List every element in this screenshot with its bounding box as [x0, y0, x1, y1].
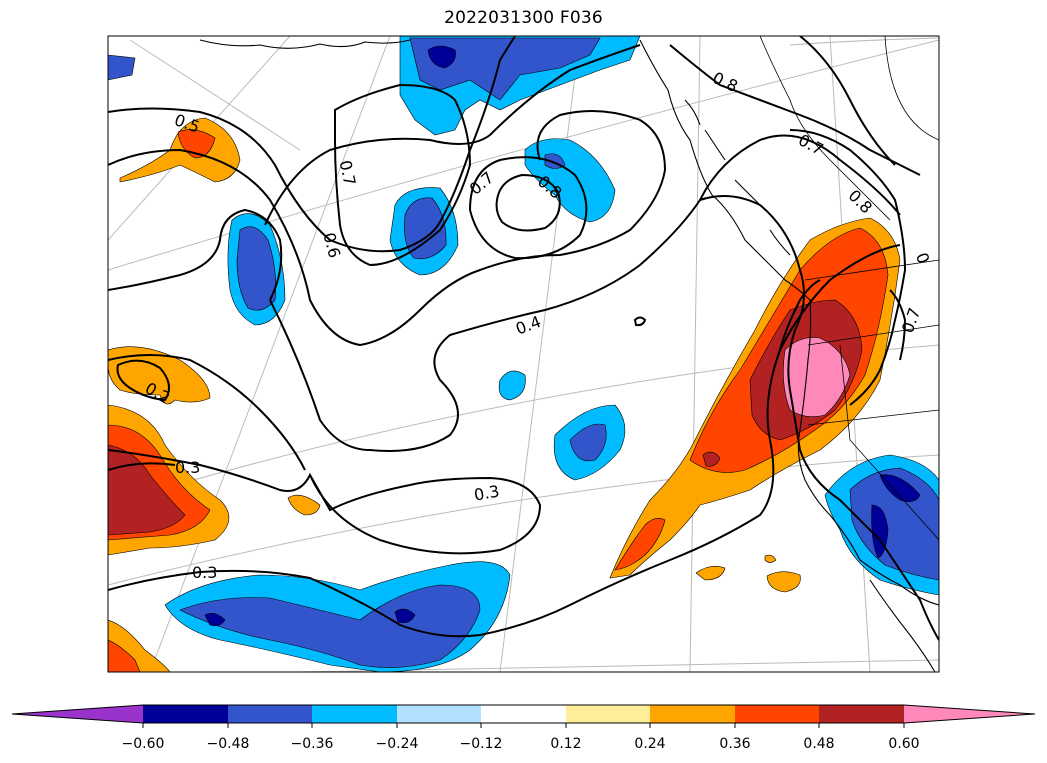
- shaded-area-south-navy-2: [394, 608, 416, 623]
- state-border-mid: [807, 324, 939, 346]
- shaded-area-small-orange-2: [766, 571, 801, 593]
- colorbar-tick-label: 0.60: [888, 736, 919, 752]
- colorbar-max-arrow: [904, 705, 1035, 723]
- shaded-area-nw-blue: [108, 54, 136, 81]
- colorbar-tick-label: −0.24: [376, 736, 419, 752]
- colorbar-tick-label: −0.48: [207, 736, 250, 752]
- shaded-area-coast-south-red: [614, 518, 666, 571]
- colorbar-swatch: [143, 705, 228, 723]
- contour-0p6-inner2: [108, 208, 283, 301]
- shaded-area-small-orange-3: [764, 554, 777, 563]
- alaska-coast: [199, 39, 411, 49]
- contour-0p7-loop: [334, 83, 472, 267]
- colorbar-swatch: [735, 705, 819, 723]
- colorbar-tick-label: 0.12: [550, 736, 581, 752]
- contour-label: 0.3: [192, 563, 217, 582]
- colorbar-swatch: [312, 705, 397, 723]
- inland-border: [884, 36, 939, 141]
- us-west-coast: [797, 299, 939, 606]
- colorbar: −0.60 −0.48 −0.36 −0.24 −0.12 0.12 0.24 …: [11, 704, 1036, 752]
- state-border-north: [804, 259, 939, 281]
- contour-0p6-loop: [264, 44, 641, 226]
- shaded-area-small-blue-1: [498, 370, 526, 401]
- colorbar-tick-label: 0.24: [634, 736, 665, 752]
- contour-zero-small: [633, 316, 647, 327]
- shaded-area-sw-small-orange: [287, 494, 321, 516]
- coastlines: [199, 36, 939, 672]
- contour-0p8-top: [799, 36, 896, 166]
- contour-0p8-east: [669, 44, 921, 176]
- colorbar-tick-label: 0.36: [719, 736, 750, 752]
- shaded-area-north-navy: [427, 45, 456, 69]
- canada-border: [759, 36, 891, 221]
- baja-coast: [869, 579, 936, 672]
- shaded-area-south-darkblue: [179, 584, 481, 668]
- shaded-area-sw-darkred: [108, 444, 186, 536]
- contour-label: 0.3: [175, 458, 200, 477]
- map-title: 2022031300 F036: [444, 8, 603, 28]
- colorbar-swatch: [397, 705, 481, 723]
- colorbar-swatch: [650, 705, 735, 723]
- colorbar-tick-label: −0.36: [291, 736, 334, 752]
- contour-0p3: [108, 449, 542, 555]
- contour-label: 0.3: [473, 482, 501, 505]
- shaded-area-west-darkblue: [236, 226, 276, 311]
- contour-lines: [108, 36, 939, 641]
- contour-0p7-right: [889, 289, 907, 361]
- contour-0p4-right: [779, 279, 821, 351]
- contour-0p6-west: [108, 110, 667, 347]
- shaded-area-south-navy-1: [204, 613, 226, 627]
- contour-label: 0.7: [336, 159, 360, 188]
- state-border-south: [807, 409, 939, 426]
- shaded-area-north-darkblue: [409, 37, 601, 101]
- shaded-area-coast-darkred-small: [702, 451, 721, 467]
- canada-coast: [639, 39, 811, 301]
- colorbar-swatch: [481, 705, 566, 723]
- map-frame: [107, 35, 940, 673]
- contour-0p4: [108, 134, 901, 471]
- shaded-area-coast-pink: [783, 337, 851, 417]
- contour-0p7-inner: [468, 156, 588, 260]
- state-border-east: [839, 344, 939, 541]
- contour-0p3-right: [699, 195, 841, 501]
- colorbar-tick-label: −0.60: [122, 736, 165, 752]
- canada-islands: [684, 99, 791, 256]
- shaded-area-bottom-left-red: [108, 639, 141, 672]
- shaded-negative-areas: [108, 36, 939, 672]
- contour-0p8-inner: [495, 173, 561, 232]
- colorbar-swatch: [566, 705, 650, 723]
- colorbar-tick-label: −0.12: [460, 736, 503, 752]
- contour-0p7-east: [789, 129, 907, 406]
- colorbar-swatch: [819, 705, 904, 723]
- colorbar-min-arrow: [12, 705, 143, 723]
- map-layers: 0.5 0.7 0.6 0.7 0.8 0.8 0.7 0.4 0.2 0.3 …: [108, 36, 939, 672]
- colorbar-tick-label: 0.48: [803, 736, 834, 752]
- shaded-area-small-darkblue-2: [569, 423, 607, 462]
- colorbar-swatch: [228, 705, 312, 723]
- shaded-area-se-navy-1: [879, 474, 921, 502]
- contour-0p2-small: [116, 359, 170, 402]
- contour-0p3-se: [839, 499, 939, 641]
- shaded-area-small-orange-1: [695, 566, 726, 581]
